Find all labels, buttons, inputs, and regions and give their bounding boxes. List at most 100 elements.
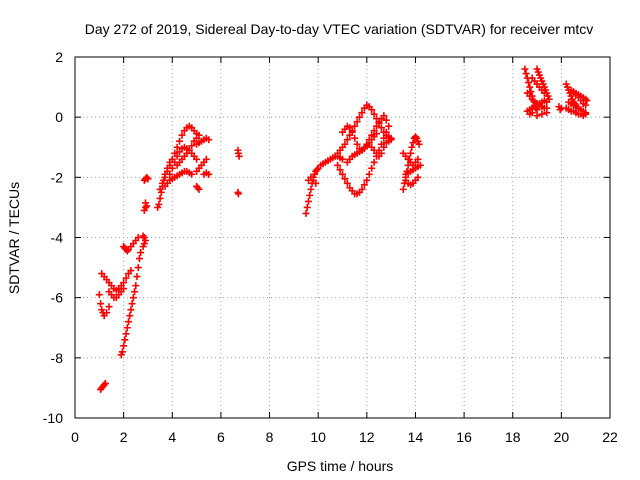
data-point [188, 170, 196, 178]
data-point [118, 348, 126, 356]
data-point [120, 342, 128, 350]
y-tick-label: -10 [43, 410, 63, 426]
data-point [365, 170, 373, 178]
x-tick-label: 20 [554, 429, 570, 445]
data-point [348, 128, 356, 136]
data-point [529, 97, 537, 105]
data-point [307, 185, 315, 193]
data-point [132, 282, 140, 290]
data-point [351, 134, 359, 142]
y-tick-label: -6 [51, 290, 64, 306]
y-tick-label: 2 [55, 49, 63, 65]
x-tick-label: 6 [217, 429, 225, 445]
data-point [399, 185, 407, 193]
data-point [385, 122, 393, 130]
data-point [528, 109, 536, 117]
data-point [545, 95, 553, 103]
data-point [540, 89, 548, 97]
data-point [142, 199, 150, 207]
data-point [123, 324, 131, 332]
data-point [370, 110, 378, 118]
x-tick-label: 4 [168, 429, 176, 445]
data-point [370, 127, 378, 135]
data-point [131, 288, 139, 296]
data-point [194, 184, 202, 192]
data-point [306, 191, 314, 199]
data-point [336, 166, 344, 174]
data-point [416, 161, 424, 169]
data-point [351, 122, 359, 130]
data-point [360, 181, 368, 189]
data-point [193, 155, 201, 163]
chart-title: Day 272 of 2019, Sidereal Day-to-day VTE… [85, 21, 594, 37]
data-point [377, 149, 385, 157]
data-point [166, 170, 174, 178]
data-point [127, 267, 135, 275]
data-point [583, 97, 591, 105]
data-point [234, 190, 242, 198]
x-tick-label: 0 [71, 429, 79, 445]
data-point [302, 209, 310, 217]
data-point [380, 134, 388, 142]
data-point [121, 336, 129, 344]
data-point [582, 95, 590, 103]
x-tick-label: 18 [505, 429, 521, 445]
data-point [409, 139, 417, 147]
data-point [133, 273, 141, 281]
data-point [346, 124, 354, 132]
data-point [188, 142, 196, 150]
data-point [414, 155, 422, 163]
data-point [380, 112, 388, 120]
data-point [339, 155, 346, 163]
data-point [202, 155, 210, 163]
data-point [582, 101, 590, 109]
y-axis-title: SDTVAR / TECUs [6, 182, 22, 294]
data-point [358, 109, 366, 117]
data-point [185, 146, 193, 154]
data-point [173, 152, 181, 160]
y-tick-label: -2 [51, 169, 64, 185]
data-point [353, 118, 361, 126]
data-point [143, 173, 151, 181]
data-point [312, 179, 320, 187]
data-point [368, 106, 376, 114]
data-point [365, 136, 373, 144]
data-point [407, 149, 415, 157]
data-point [156, 194, 164, 202]
data-point [176, 137, 184, 145]
data-point [368, 164, 376, 172]
data-points [95, 65, 591, 393]
data-point [135, 255, 143, 263]
y-axis-ticks: -10 -8 -6 -4 -2 0 2 [43, 49, 610, 426]
y-tick-label: 0 [55, 109, 63, 125]
x-axis-ticks: 0 2 4 6 8 10 12 14 16 18 20 22 [71, 57, 618, 445]
data-point [334, 161, 342, 169]
data-point [120, 279, 128, 287]
data-point [411, 133, 419, 141]
data-point [122, 274, 130, 282]
data-point [155, 200, 163, 208]
data-point [120, 285, 128, 293]
data-point [205, 170, 213, 178]
data-point [526, 83, 534, 91]
data-point [134, 234, 142, 241]
data-point [343, 179, 351, 187]
data-point [353, 140, 361, 148]
data-point [341, 175, 349, 183]
data-point [363, 140, 371, 148]
data-point [370, 158, 378, 166]
data-point [543, 109, 551, 117]
data-point [125, 318, 132, 326]
data-point [156, 185, 164, 193]
x-tick-label: 22 [602, 429, 618, 445]
data-point [533, 112, 541, 120]
data-point [341, 140, 349, 148]
grid [75, 57, 610, 418]
data-point [527, 88, 535, 96]
data-point [235, 152, 243, 160]
data-point [168, 164, 176, 172]
x-tick-label: 14 [408, 429, 424, 445]
data-point [126, 312, 134, 320]
